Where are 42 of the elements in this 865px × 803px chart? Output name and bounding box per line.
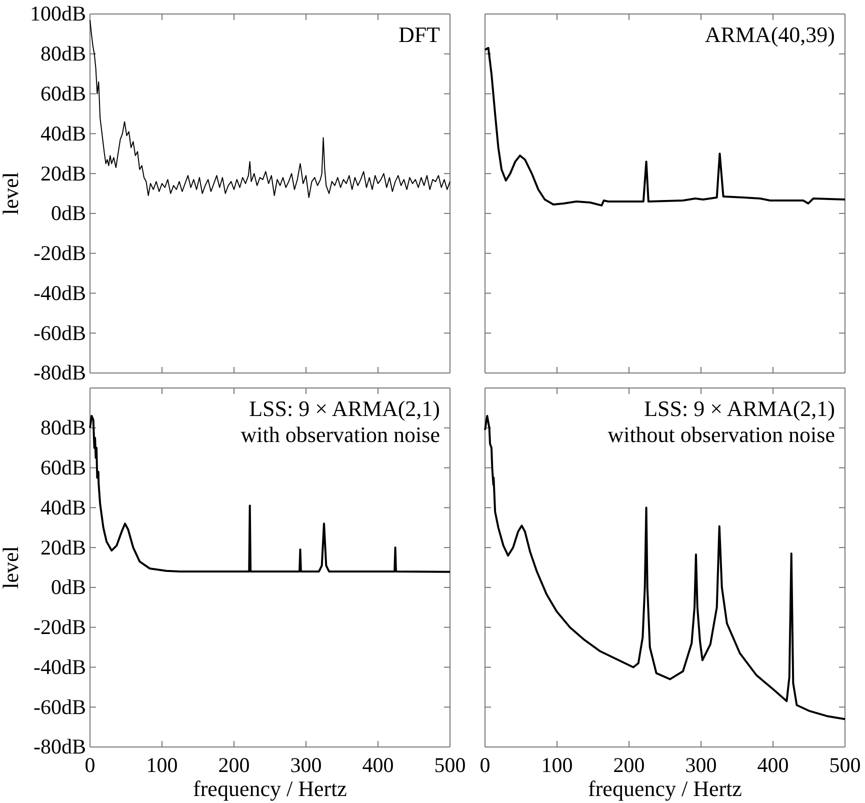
chart-title: LSS: 9 × ARMA(2,1) [644,396,835,421]
y-tick-label: -40dB [34,280,86,305]
x-tick-label: 100 [541,752,573,777]
x-tick-label: 300 [685,752,717,777]
y-axis-title: level [0,172,23,215]
x-axis-title: frequency / Hertz [193,776,348,801]
y-tick-label: -80dB [34,360,86,385]
y-tick-label: -40dB [34,654,86,679]
y-tick-label: -60dB [34,320,86,345]
x-tick-label: 200 [613,752,645,777]
chart-title: ARMA(40,39) [704,22,835,47]
y-tick-label: -20dB [34,615,86,640]
y-tick-label: -20dB [34,241,86,266]
line-series [90,19,450,198]
x-tick-label: 500 [829,752,861,777]
text: with observation noise [240,422,440,447]
y-tick-label: 60dB [40,82,86,106]
x-tick-label: 200 [218,752,250,777]
y-tick-label: 40dB [40,121,86,146]
text: without observation noise [608,422,835,447]
x-tick-label: 400 [362,752,394,777]
y-tick-label: 80dB [40,42,86,66]
y-tick-label: 40dB [40,495,86,520]
y-tick-label: 20dB [40,535,86,560]
y-tick-label: -60dB [34,694,86,719]
y-tick-label: 60dB [40,456,86,480]
y-tick-label: -80dB [34,734,86,759]
chart-title: LSS: 9 × ARMA(2,1) [249,396,440,421]
x-tick-label: 300 [290,752,322,777]
x-tick-label: 0 [84,752,96,777]
chart-title: DFT [398,22,441,47]
y-axis-title: level [0,546,23,589]
x-tick-label: 400 [757,752,789,777]
y-tick-label: 80dB [40,416,86,440]
y-tick-label: 20dB [40,161,86,186]
y-tick-label: 100dB [30,2,86,26]
y-tick-label: 0dB [50,575,86,600]
x-tick-label: 500 [434,752,466,777]
x-axis-title: frequency / Hertz [588,776,742,801]
y-tick-label: 0dB [50,201,86,226]
x-tick-label: 100 [146,752,178,777]
x-tick-label: 0 [480,752,490,777]
